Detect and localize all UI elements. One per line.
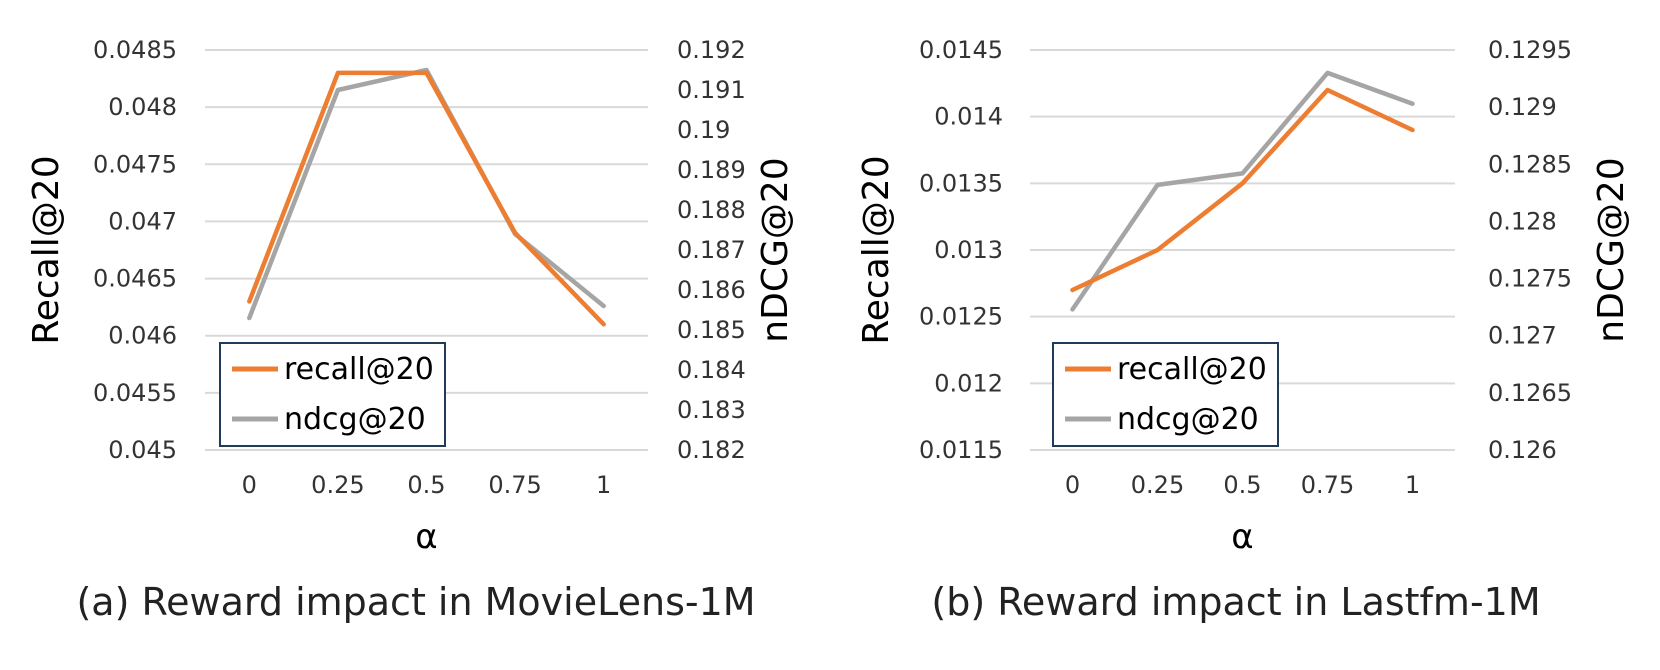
right-tick-label: 0.127 [1488, 322, 1557, 350]
x-tick-label: 0.5 [1223, 471, 1261, 499]
x-tick-label: 0.25 [311, 471, 364, 499]
right-tick-label: 0.128 [1488, 207, 1557, 235]
legend-label: recall@20 [1117, 352, 1267, 387]
right-tick-label: 0.184 [677, 356, 746, 384]
legend-label: ndcg@20 [284, 402, 426, 437]
right-tick-label: 0.182 [677, 436, 746, 464]
series-line-recall-at-20 [249, 73, 603, 324]
x-tick-label: 0.75 [1301, 471, 1354, 499]
right-tick-label: 0.1275 [1488, 265, 1572, 293]
left-tick-label: 0.0115 [919, 436, 1003, 464]
left-tick-label: 0.0465 [93, 265, 177, 293]
chart-caption: (b) Reward impact in Lastfm-1M [931, 580, 1540, 624]
series-line-recall-at-20 [1073, 90, 1413, 290]
x-axis-title: α [415, 517, 437, 557]
legend: recall@20 ndcg@20 [1053, 343, 1278, 446]
right-tick-label: 0.191 [677, 76, 746, 104]
legend-label: recall@20 [284, 352, 434, 387]
chart-b: 0.0115 0.012 0.0125 0.013 0.0135 0.014 0.0145 0… [856, 36, 1632, 624]
left-tick-label: 0.045 [108, 436, 177, 464]
x-tick-label: 0.75 [488, 471, 541, 499]
y-axis-title-left: Recall@20 [856, 155, 897, 344]
y-axis-title-left: Recall@20 [26, 155, 67, 344]
chart-a: 0.045 0.0455 0.046 0.0465 0.047 0.0475 0.048 0.… [26, 36, 796, 624]
chart-caption: (a) Reward impact in MovieLens-1M [76, 580, 755, 624]
x-tick-label: 1 [596, 471, 611, 499]
left-tick-label: 0.0135 [919, 169, 1003, 197]
right-tick-label: 0.19 [677, 116, 730, 144]
left-tick-label: 0.047 [108, 207, 177, 235]
left-tick-label: 0.0455 [93, 379, 177, 407]
x-tick-label: 0.5 [407, 471, 445, 499]
right-tick-label: 0.186 [677, 276, 746, 304]
left-tick-label: 0.0145 [919, 36, 1003, 64]
x-tick-label: 0.25 [1131, 471, 1184, 499]
x-tick-label: 0 [1065, 471, 1080, 499]
left-tick-label: 0.013 [934, 236, 1003, 264]
legend-label: ndcg@20 [1117, 402, 1259, 437]
y-axis-title-right: nDCG@20 [755, 157, 796, 342]
right-tick-label: 0.187 [677, 236, 746, 264]
right-tick-label: 0.1265 [1488, 379, 1572, 407]
left-tick-label: 0.0485 [93, 36, 177, 64]
right-tick-label: 0.129 [1488, 93, 1557, 121]
x-tick-label: 1 [1405, 471, 1420, 499]
left-tick-label: 0.0125 [919, 303, 1003, 331]
right-tick-label: 0.1285 [1488, 150, 1572, 178]
left-tick-label: 0.048 [108, 93, 177, 121]
legend: recall@20 ndcg@20 [220, 343, 445, 446]
right-tick-label: 0.189 [677, 156, 746, 184]
y-axis-title-right: nDCG@20 [1591, 157, 1632, 342]
right-tick-label: 0.126 [1488, 436, 1557, 464]
left-tick-label: 0.046 [108, 322, 177, 350]
right-tick-label: 0.188 [677, 196, 746, 224]
x-axis-title: α [1231, 517, 1253, 557]
right-tick-label: 0.192 [677, 36, 746, 64]
right-tick-label: 0.1295 [1488, 36, 1572, 64]
left-tick-label: 0.014 [934, 103, 1003, 131]
left-tick-label: 0.012 [934, 369, 1003, 397]
right-tick-label: 0.183 [677, 396, 746, 424]
x-tick-label: 0 [242, 471, 257, 499]
right-tick-label: 0.185 [677, 316, 746, 344]
left-tick-label: 0.0475 [93, 150, 177, 178]
